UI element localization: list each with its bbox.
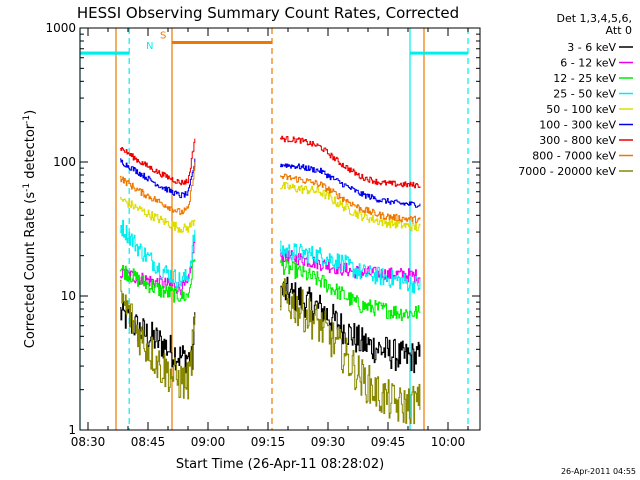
series-line-0-post bbox=[280, 276, 421, 374]
legend-label-2: 12 - 25 keV bbox=[553, 72, 616, 85]
x-tick-label-5: 09:45 bbox=[371, 435, 406, 449]
series-line-6-post bbox=[280, 135, 421, 189]
y-axis-label: Corrected Count Rate (s-1 detector-1) bbox=[22, 110, 38, 348]
plot-frame bbox=[79, 27, 481, 431]
y-tick-label-1: 10 bbox=[61, 289, 76, 303]
flag-label-n: N bbox=[146, 41, 153, 52]
legend-header-line1: Det 1,3,4,5,6, bbox=[556, 12, 632, 25]
x-axis-label: Start Time (26-Apr-11 08:28:02) bbox=[176, 457, 384, 472]
series-line-4-pre bbox=[120, 196, 196, 233]
legend-label-4: 50 - 100 keV bbox=[546, 103, 616, 116]
x-tick-label-0: 08:30 bbox=[71, 435, 106, 449]
series-line-3-pre bbox=[120, 219, 196, 289]
series-line-5-pre bbox=[120, 158, 196, 199]
legend-label-1: 6 - 12 keV bbox=[560, 57, 616, 70]
series-line-8-pre bbox=[120, 279, 196, 400]
legend-header-line2: Att 0 bbox=[606, 24, 632, 37]
plot-area: NS bbox=[79, 28, 469, 430]
series-line-1-post bbox=[280, 249, 421, 284]
series-line-2-post bbox=[280, 258, 421, 321]
legend-label-3: 25 - 50 keV bbox=[553, 88, 616, 101]
x-tick-label-6: 10:00 bbox=[431, 435, 466, 449]
series-line-6-pre bbox=[120, 138, 196, 186]
series-line-8-post bbox=[280, 278, 421, 425]
legend: 3 - 6 keV 6 - 12 keV 12 - 25 keV 25 - 50 ke… bbox=[518, 41, 633, 178]
x-tick-label-2: 09:00 bbox=[191, 435, 226, 449]
x-tick-label-3: 09:15 bbox=[251, 435, 286, 449]
legend-label-7: 800 - 7000 keV bbox=[532, 150, 616, 163]
timestamp: 26-Apr-2011 04:55 bbox=[561, 467, 636, 476]
series-line-7-pre bbox=[120, 162, 196, 215]
y-tick-label-2: 100 bbox=[53, 155, 76, 169]
chart-title: HESSI Observing Summary Count Rates, Cor… bbox=[77, 4, 459, 22]
y-tick-label-3: 1000 bbox=[45, 21, 76, 35]
series-line-5-post bbox=[280, 163, 421, 208]
flag-label-s: S bbox=[160, 30, 166, 41]
series-line-3-post bbox=[280, 240, 421, 294]
series-line-7-post bbox=[280, 173, 421, 224]
axes: 1 10 100 1000 08:30 08:45 09:00 09:15 09:30 09:45… bbox=[45, 21, 481, 449]
legend-label-8: 7000 - 20000 keV bbox=[518, 165, 616, 178]
legend-label-5: 100 - 300 keV bbox=[539, 119, 616, 132]
x-tick-label-4: 09:30 bbox=[311, 435, 346, 449]
x-tick-label-1: 08:45 bbox=[131, 435, 166, 449]
series-line-2-pre bbox=[120, 258, 196, 303]
legend-label-6: 300 - 800 keV bbox=[539, 134, 616, 147]
legend-label-0: 3 - 6 keV bbox=[567, 41, 616, 54]
y-tick-label-0: 1 bbox=[68, 423, 76, 437]
